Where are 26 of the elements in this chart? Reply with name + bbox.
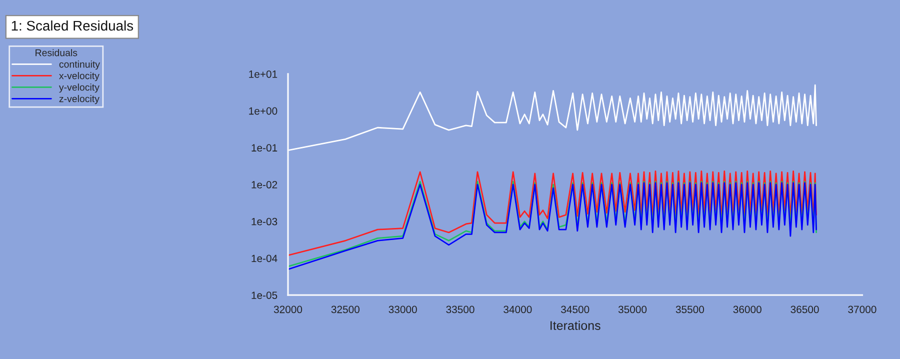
line-series xyxy=(288,170,817,256)
legend-label: x-velocity xyxy=(59,72,100,82)
x-tick-label: 33000 xyxy=(388,306,417,314)
x-tick-label: 32000 xyxy=(274,306,302,314)
legend-title: Residuals xyxy=(36,49,78,56)
x-tick-label: 35500 xyxy=(676,306,704,314)
y-tick-label: 1e+00 xyxy=(249,107,278,115)
x-tick-label: 36500 xyxy=(790,306,819,314)
y-tick-label: 1e-04 xyxy=(252,254,278,262)
x-axis-title: Iterations xyxy=(550,320,600,330)
x-tick-label: 37000 xyxy=(848,306,876,314)
legend-label: z-velocity xyxy=(59,95,100,104)
x-tick-label: 33500 xyxy=(446,306,474,314)
x-tick-label: 34000 xyxy=(504,306,532,314)
y-tick-label: 1e-03 xyxy=(252,218,278,226)
y-tick-label: 1e-01 xyxy=(252,144,278,152)
text: 1: Scaled Residuals xyxy=(12,20,134,31)
x-tick-label: 34500 xyxy=(561,306,590,314)
legend-label: continuity xyxy=(59,60,100,70)
x-tick-label: 35000 xyxy=(618,306,647,314)
y-tick-label: 1e-05 xyxy=(252,292,278,299)
x-tick-label: 36000 xyxy=(733,306,762,314)
legend-label: y-velocity xyxy=(58,84,100,93)
x-tick-label: 32500 xyxy=(331,306,360,314)
y-tick-label: 1e+01 xyxy=(249,70,278,78)
y-tick-label: 1e-02 xyxy=(252,181,278,188)
